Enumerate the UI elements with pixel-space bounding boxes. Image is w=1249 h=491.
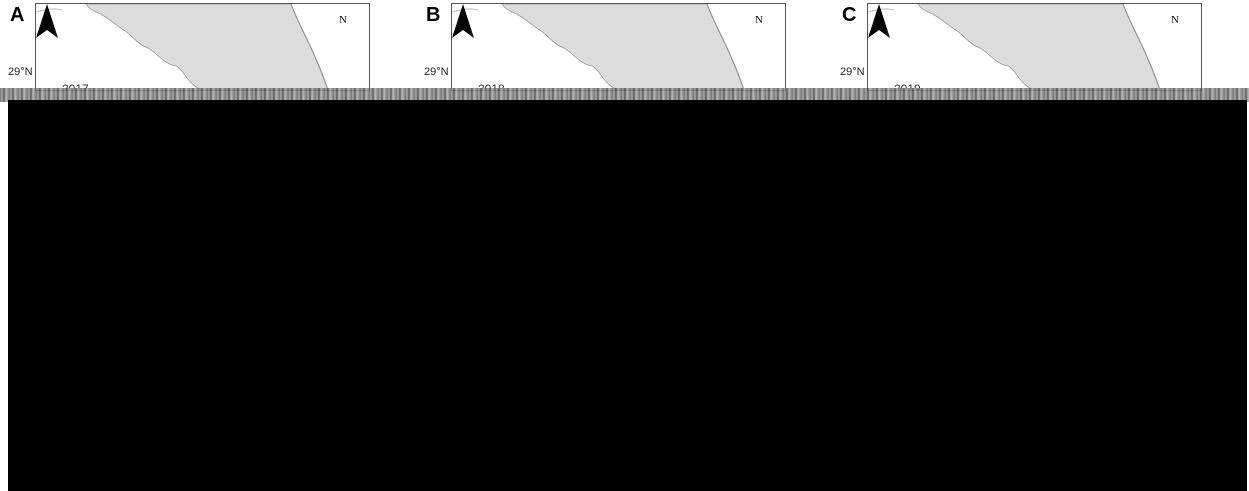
river-line (868, 8, 895, 13)
land-mass (85, 4, 329, 90)
year-label: 2018 (478, 82, 505, 91)
latitude-label: 29°N (840, 66, 865, 78)
year-label: 2017 (62, 82, 89, 91)
map-frame: N 2018 (451, 3, 786, 91)
corrupted-image-strip (0, 88, 1249, 102)
north-label: N (339, 14, 347, 26)
panel-letter: B (426, 4, 441, 26)
north-arrow-icon (868, 4, 890, 38)
map-panel-c: C 29°N N 2019 (832, 0, 1247, 92)
north-label: N (1171, 14, 1179, 26)
coastline-map (452, 4, 745, 90)
map-frame: N 2017 (35, 3, 370, 91)
land-mass (501, 4, 745, 90)
north-arrow-icon (36, 4, 58, 38)
occluded-region (8, 100, 1247, 491)
north-arrow-icon (452, 4, 474, 38)
map-frame: N 2019 (867, 3, 1202, 91)
year-label: 2019 (894, 82, 921, 91)
north-label: N (755, 14, 763, 26)
panel-letter: C (842, 4, 857, 26)
river-line (452, 8, 479, 13)
river-line (36, 8, 63, 13)
land-mass (917, 4, 1161, 90)
latitude-label: 29°N (424, 66, 449, 78)
coastline-edge (706, 4, 745, 90)
map-panel-a: A 29°N N 2017 (0, 0, 415, 92)
map-panel-b: B 29°N N 2018 (416, 0, 831, 92)
coastline-edge (290, 4, 329, 90)
coastline-map (868, 4, 1161, 90)
coastline-map (36, 4, 329, 90)
panel-letter: A (10, 4, 25, 26)
latitude-label: 29°N (8, 66, 33, 78)
coastline-edge (1122, 4, 1161, 90)
